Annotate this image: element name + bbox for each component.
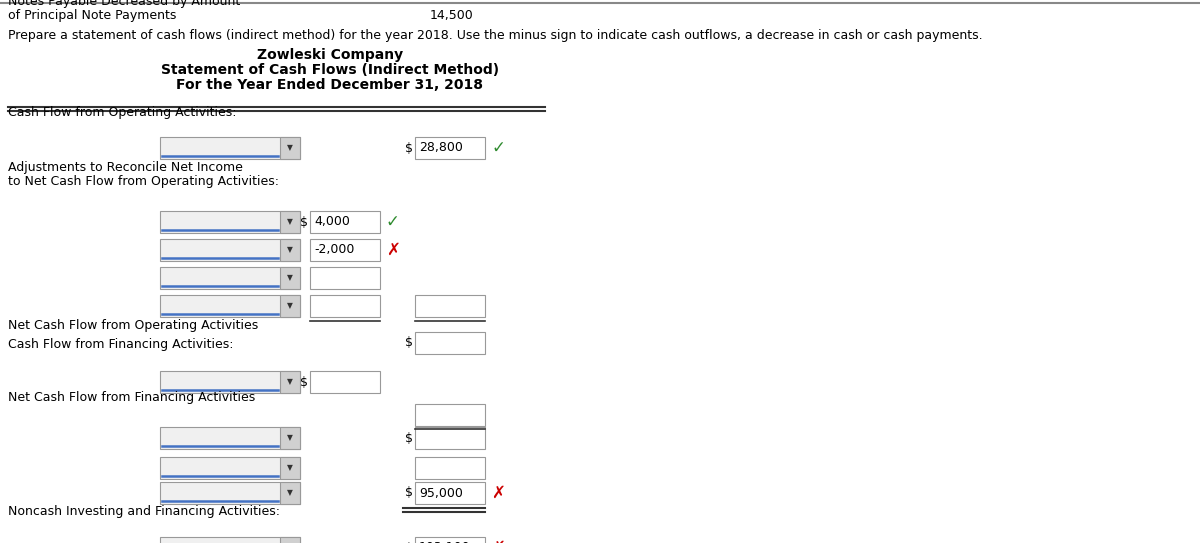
Text: $: $: [406, 541, 413, 543]
Text: ✓: ✓: [386, 213, 400, 231]
Bar: [415, 482, 485, 504]
Text: Zowleski Company: Zowleski Company: [257, 48, 403, 62]
Bar: [310, 211, 380, 233]
Text: ▼: ▼: [287, 464, 293, 472]
Bar: [160, 482, 300, 504]
Bar: [160, 537, 300, 543]
Bar: [280, 457, 300, 479]
Text: ▼: ▼: [287, 377, 293, 387]
Text: ✗: ✗: [491, 484, 505, 502]
Text: 28,800: 28,800: [419, 142, 463, 155]
Text: ✗: ✗: [386, 241, 400, 259]
Bar: [160, 211, 300, 233]
Text: 95,000: 95,000: [419, 487, 463, 500]
Bar: [280, 239, 300, 261]
Text: of Principal Note Payments: of Principal Note Payments: [8, 9, 176, 22]
Text: ✓: ✓: [491, 139, 505, 157]
Bar: [310, 267, 380, 289]
Text: ▼: ▼: [287, 274, 293, 282]
Text: 4,000: 4,000: [314, 216, 350, 229]
Bar: [280, 537, 300, 543]
Text: $: $: [406, 432, 413, 445]
Text: Cash Flow from Operating Activities:: Cash Flow from Operating Activities:: [8, 106, 236, 119]
Bar: [160, 371, 300, 393]
Text: 14,500: 14,500: [430, 9, 474, 22]
Bar: [160, 239, 300, 261]
Bar: [415, 537, 485, 543]
Bar: [280, 482, 300, 504]
Bar: [415, 332, 485, 354]
Bar: [415, 137, 485, 159]
Bar: [415, 457, 485, 479]
Bar: [160, 457, 300, 479]
Bar: [280, 267, 300, 289]
Text: ▼: ▼: [287, 245, 293, 255]
Text: ▼: ▼: [287, 433, 293, 443]
Text: $: $: [300, 216, 308, 229]
Text: $: $: [406, 337, 413, 350]
Text: Adjustments to Reconcile Net Income: Adjustments to Reconcile Net Income: [8, 161, 242, 174]
Bar: [415, 295, 485, 317]
Text: Noncash Investing and Financing Activities:: Noncash Investing and Financing Activiti…: [8, 505, 280, 518]
Bar: [160, 427, 300, 449]
Text: ▼: ▼: [287, 143, 293, 153]
Text: For the Year Ended December 31, 2018: For the Year Ended December 31, 2018: [176, 78, 484, 92]
Text: to Net Cash Flow from Operating Activities:: to Net Cash Flow from Operating Activiti…: [8, 175, 278, 188]
Bar: [310, 295, 380, 317]
Text: ▼: ▼: [287, 489, 293, 497]
Bar: [415, 427, 485, 449]
Text: 103,100: 103,100: [419, 541, 470, 543]
Bar: [280, 295, 300, 317]
Bar: [415, 404, 485, 426]
Text: Net Cash Flow from Financing Activities: Net Cash Flow from Financing Activities: [8, 391, 256, 404]
Bar: [280, 371, 300, 393]
Text: -2,000: -2,000: [314, 243, 354, 256]
Bar: [160, 295, 300, 317]
Bar: [280, 427, 300, 449]
Text: ✗: ✗: [491, 539, 505, 543]
Text: Prepare a statement of cash flows (indirect method) for the year 2018. Use the m: Prepare a statement of cash flows (indir…: [8, 29, 983, 42]
Bar: [160, 267, 300, 289]
Text: Net Cash Flow from Operating Activities: Net Cash Flow from Operating Activities: [8, 319, 258, 332]
Bar: [310, 239, 380, 261]
Text: $: $: [300, 376, 308, 388]
Bar: [280, 211, 300, 233]
Text: Notes Payable Decreased by Amount: Notes Payable Decreased by Amount: [8, 0, 240, 8]
Text: ▼: ▼: [287, 301, 293, 311]
Text: $: $: [406, 142, 413, 155]
Text: $: $: [406, 487, 413, 500]
Text: Cash Flow from Financing Activities:: Cash Flow from Financing Activities:: [8, 338, 234, 351]
Text: ▼: ▼: [287, 218, 293, 226]
Text: Statement of Cash Flows (Indirect Method): Statement of Cash Flows (Indirect Method…: [161, 63, 499, 77]
Bar: [280, 137, 300, 159]
Bar: [310, 371, 380, 393]
Bar: [160, 137, 300, 159]
